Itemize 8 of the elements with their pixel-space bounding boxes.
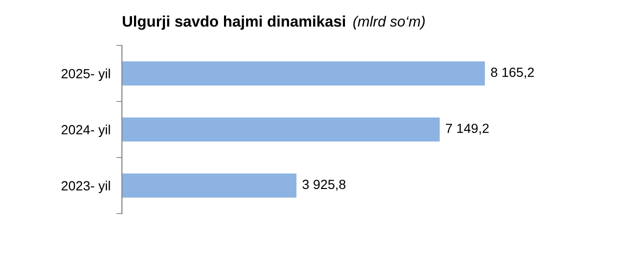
y-tick-label: 2024- yil xyxy=(62,124,110,138)
y-tick-label: 2023- yil xyxy=(62,180,110,194)
chart-subtitle: (mlrd so‘m) xyxy=(353,16,425,30)
y-tick-label: 2025- yil xyxy=(62,68,110,81)
chart-title: Ulgurji savdo hajmi dinamikasi xyxy=(122,16,345,30)
data-label: 3 925,8 xyxy=(302,180,346,191)
data-label: 7 149,2 xyxy=(446,124,489,135)
data-label: 8 165,2 xyxy=(491,68,534,79)
